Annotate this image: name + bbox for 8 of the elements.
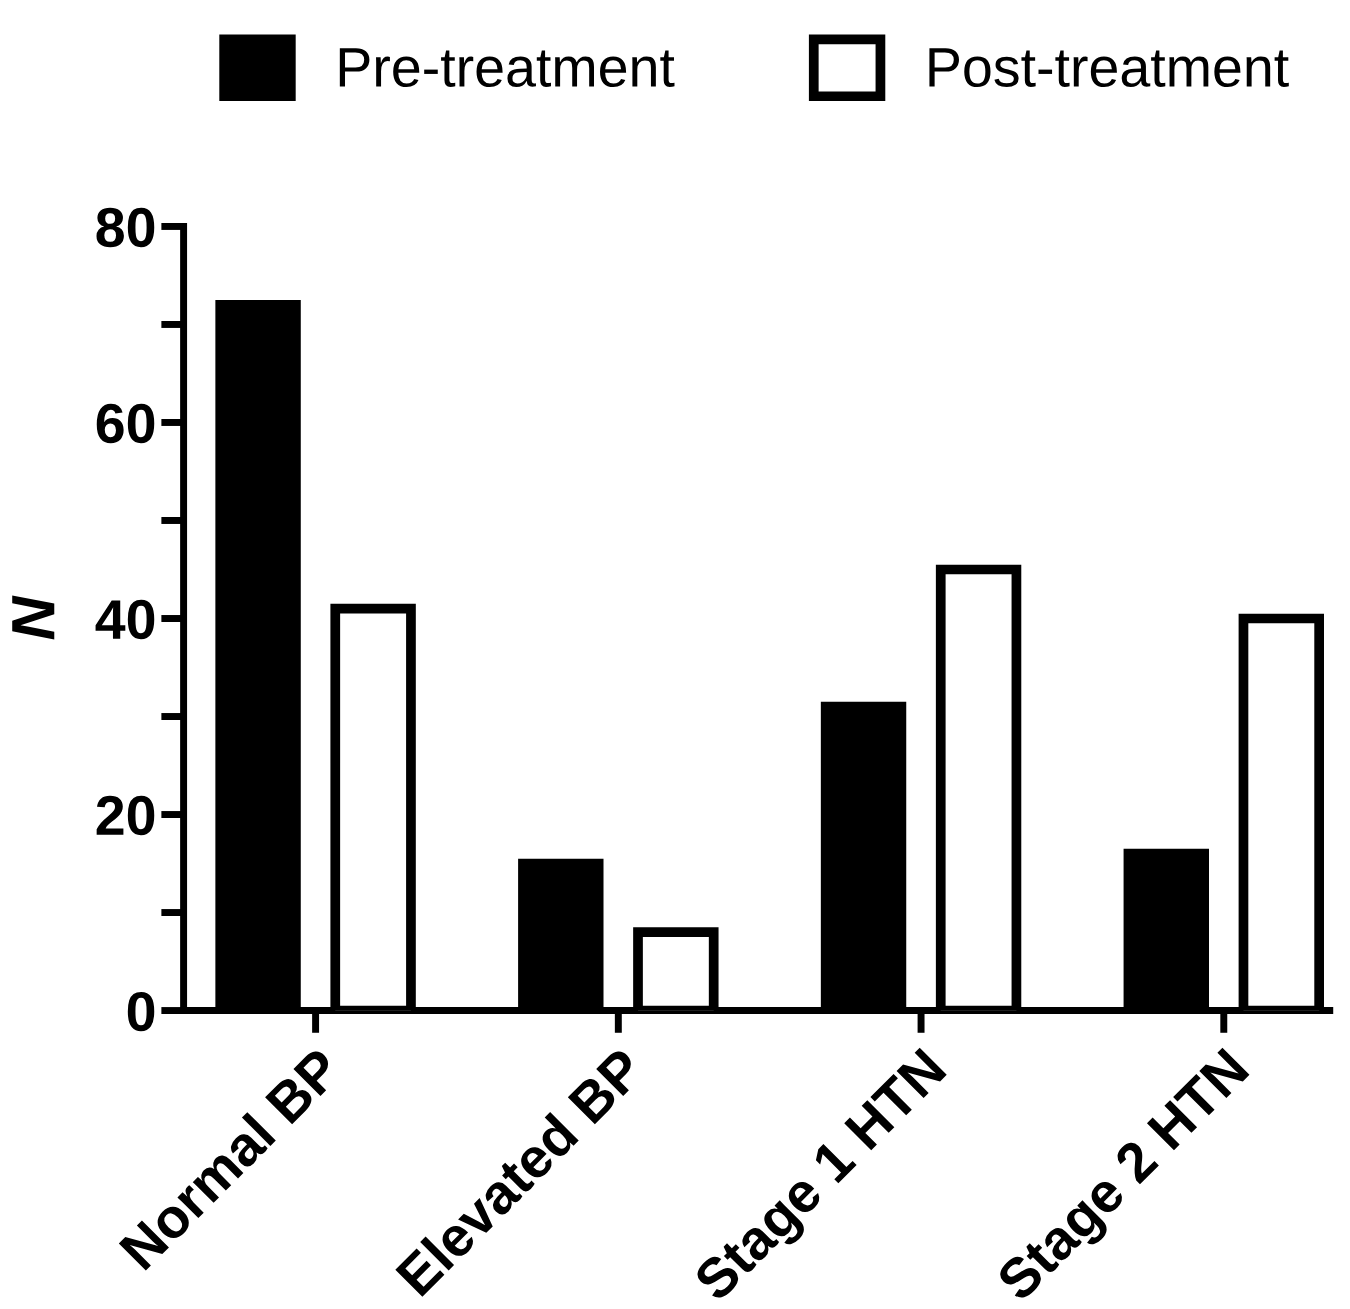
legend-label: Pre-treatment <box>339 48 675 88</box>
y-axis-title: N <box>12 595 55 640</box>
y-tick-label: 20 <box>96 795 155 836</box>
legend-label: Post-treatment <box>929 48 1289 88</box>
y-tick-label: 0 <box>127 991 155 1032</box>
y-tick-label: 60 <box>96 403 155 444</box>
y-tick-label: 80 <box>96 207 155 248</box>
y-tick-label: 40 <box>95 599 155 640</box>
